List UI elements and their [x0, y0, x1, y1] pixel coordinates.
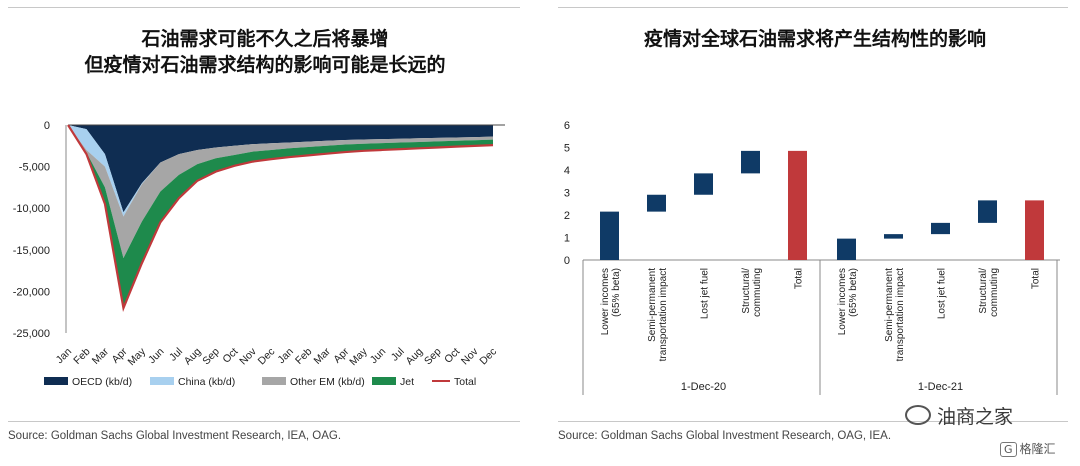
category-label: Semi-permanent [647, 268, 658, 342]
x-tick-label: Jan [54, 346, 75, 367]
waterfall-bar [788, 150, 807, 260]
legend-label: Other EM (kb/d) [290, 376, 365, 388]
legend-label: China (kb/d) [178, 376, 235, 388]
x-tick-label: Mar [90, 345, 112, 367]
wechat-icon [905, 405, 931, 425]
oecd-kb-d-area [68, 125, 493, 213]
category-label: Lower incomes [600, 268, 611, 335]
y-tick-label: -25,000 [13, 328, 50, 340]
x-tick-label: Jul [389, 346, 407, 364]
category-label: transportation impact [895, 268, 906, 362]
waterfall-bar [741, 150, 760, 174]
legend-label: OECD (kb/d) [72, 376, 132, 388]
category-label: commuting [752, 268, 763, 317]
category-label: Lost jet fuel [937, 268, 948, 319]
group-label: 1-Dec-20 [681, 381, 726, 393]
x-tick-label: Dec [477, 346, 499, 368]
y-tick-label: 2 [564, 210, 570, 222]
top-divider [8, 7, 520, 8]
left-title-line1: 石油需求可能不久之后将暴增 [141, 28, 389, 50]
legend-label: Jet [400, 376, 414, 388]
category-label: Structural/ [978, 268, 989, 314]
x-tick-label: Feb [71, 346, 92, 367]
top-divider [558, 7, 1068, 8]
x-tick-label: Aug [182, 346, 204, 368]
waterfall-bar [694, 173, 713, 195]
x-tick-label: Oct [442, 346, 462, 366]
y-tick-label: -5,000 [19, 162, 50, 174]
category-label: (65% beta) [611, 268, 622, 317]
waterfall-bar [1025, 200, 1044, 260]
legend-swatch [44, 377, 68, 385]
y-tick-label: -10,000 [13, 203, 50, 215]
legend-swatch [262, 377, 286, 385]
x-tick-label: Nov [237, 345, 259, 367]
left-title-line2: 但疫情对石油需求结构的影响可能是长远的 [84, 54, 446, 76]
left-source: Source: Goldman Sachs Global Investment … [8, 430, 342, 442]
waterfall-bar [647, 194, 666, 212]
y-tick-label: 5 [564, 143, 570, 155]
x-tick-label: Apr [110, 345, 130, 365]
waterfall-bar [884, 234, 903, 239]
area-chart: 0-5,000-10,000-15,000-20,000-25,000JanFe… [13, 120, 505, 388]
bottom-divider [558, 421, 1068, 422]
group-label: 1-Dec-21 [918, 381, 963, 393]
y-tick-label: 6 [564, 120, 570, 132]
legend-swatch [150, 377, 174, 385]
right-chart-panel: 疫情对全球石油需求将产生结构性的影响 0 1 2 3 4 5 6 Lower incomes(… [550, 0, 1080, 466]
x-tick-label: Jan [275, 346, 296, 367]
left-chart-panel: 石油需求可能不久之后将暴增 但疫情对石油需求结构的影响可能是长远的 0 -5,00… [0, 0, 530, 466]
category-label: Structural/ [741, 268, 752, 314]
china-kb-d-area [68, 125, 493, 217]
waterfall-bar [978, 200, 997, 223]
gelonghui-icon: G [1000, 442, 1017, 457]
x-tick-label: Feb [293, 346, 314, 367]
y-tick-label: 1 [564, 233, 570, 245]
right-source: Source: Goldman Sachs Global Investment … [558, 430, 892, 442]
x-tick-label: Aug [404, 346, 426, 368]
y-tick-label: -20,000 [13, 286, 50, 298]
category-label: Semi-permanent [884, 268, 895, 342]
category-label: Total [1031, 268, 1042, 289]
x-tick-label: May [347, 345, 370, 368]
waterfall-bar [837, 238, 856, 260]
legend-label: Total [454, 376, 476, 388]
right-title: 疫情对全球石油需求将产生结构性的影响 [643, 28, 986, 50]
jet-area [68, 125, 493, 309]
y-tick-label: -15,000 [13, 245, 50, 257]
category-label: transportation impact [658, 268, 669, 362]
category-label: Total [794, 268, 805, 289]
total-line [67, 124, 494, 312]
x-tick-label: Jun [368, 346, 389, 367]
category-label: (65% beta) [848, 268, 859, 317]
bottom-divider [8, 421, 520, 422]
watermark-text: 油商之家 [937, 406, 1014, 428]
x-tick-label: Oct [220, 346, 240, 366]
x-tick-label: Jul [167, 346, 185, 364]
y-tick-label: 0 [44, 120, 50, 132]
waterfall-bar [931, 222, 950, 235]
category-label: Lost jet fuel [700, 268, 711, 319]
x-tick-label: Jun [146, 346, 167, 367]
y-tick-label: 4 [564, 165, 570, 177]
x-tick-label: Mar [312, 345, 334, 367]
waterfall-bar [600, 211, 619, 260]
y-tick-label: 3 [564, 188, 570, 200]
badge-text: 格隆汇 [1019, 442, 1056, 456]
category-label: Lower incomes [837, 268, 848, 335]
x-tick-label: Sep [200, 346, 222, 368]
x-tick-label: Sep [422, 346, 444, 368]
y-tick-label: 0 [564, 255, 570, 267]
watermark: 油商之家 [905, 402, 1013, 429]
x-tick-label: Nov [459, 345, 481, 367]
x-tick-label: Dec [256, 346, 278, 368]
x-tick-label: Apr [331, 345, 351, 365]
x-tick-label: May [126, 345, 149, 368]
other-em-kb-d-area [68, 125, 493, 259]
category-label: commuting [989, 268, 1000, 317]
legend-swatch [372, 377, 396, 385]
badge: G 格隆汇 [1000, 440, 1056, 457]
